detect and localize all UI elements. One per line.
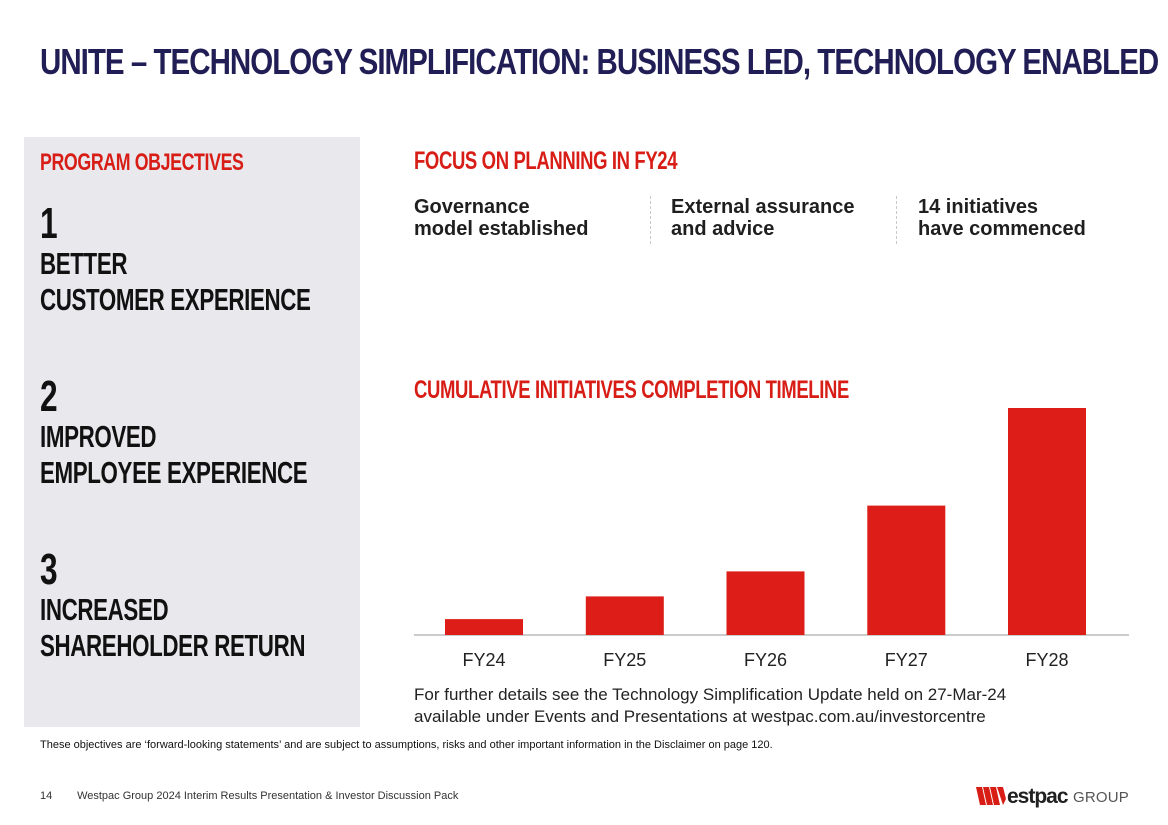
focus-divider-1 xyxy=(650,196,651,244)
chart-title: CUMULATIVE INITIATIVES COMPLETION TIMELI… xyxy=(414,376,849,404)
focus-item-assurance: External assurance and advice xyxy=(671,196,855,240)
footer-title: Westpac Group 2024 Interim Results Prese… xyxy=(77,790,459,802)
focus-items: Governance model established External as… xyxy=(414,196,1134,244)
x-tick-fy24: FY24 xyxy=(462,650,505,670)
details-line-1: For further details see the Technology S… xyxy=(414,685,1007,704)
focus-divider-2 xyxy=(896,196,897,244)
details-line-2: available under Events and Presentations… xyxy=(414,707,986,726)
footer: 14 Westpac Group 2024 Interim Results Pr… xyxy=(40,789,458,803)
x-tick-fy25: FY25 xyxy=(603,650,646,670)
focus-item-governance: Governance model established xyxy=(414,196,589,240)
program-objectives-heading: PROGRAM OBJECTIVES xyxy=(40,149,244,176)
bar-fy28 xyxy=(1008,408,1086,635)
bar-fy27 xyxy=(867,505,946,635)
page-number: 14 xyxy=(40,790,53,802)
westpac-w-icon xyxy=(976,787,1006,805)
x-tick-fy27: FY27 xyxy=(885,650,928,670)
bar-fy25 xyxy=(585,596,664,635)
objective-number-3: 3 xyxy=(40,545,58,594)
objective-line-3b: SHAREHOLDER RETURN xyxy=(40,628,306,663)
objective-line-3a: INCREASED xyxy=(40,592,169,627)
objective-line-2b: EMPLOYEE EXPERIENCE xyxy=(40,455,308,490)
bar-fy24 xyxy=(445,619,523,635)
bar-fy26 xyxy=(726,571,805,635)
objective-number-2: 2 xyxy=(40,372,58,421)
completion-timeline-chart: FY24 FY25 FY26 FY27 FY28 xyxy=(414,408,1129,670)
focus-heading: FOCUS ON PLANNING IN FY24 xyxy=(414,147,678,175)
westpac-group-logo: estpac GROUP xyxy=(976,784,1132,810)
objective-line-1a: BETTER xyxy=(40,246,128,281)
x-tick-fy26: FY26 xyxy=(744,650,787,670)
objective-line-2a: IMPROVED xyxy=(40,419,157,454)
x-tick-fy28: FY28 xyxy=(1025,650,1068,670)
logo-wordmark: estpac xyxy=(1007,785,1069,808)
focus-item-initiatives: 14 initiatives have commenced xyxy=(918,196,1086,240)
page-title: UNITE – TECHNOLOGY SIMPLIFICATION: BUSIN… xyxy=(40,41,1159,82)
objective-1: 1 BETTER CUSTOMER EXPERIENCE xyxy=(40,202,321,318)
objective-line-1b: CUSTOMER EXPERIENCE xyxy=(40,282,311,317)
further-details-note: For further details see the Technology S… xyxy=(414,684,1134,728)
objective-3: 3 INCREASED SHAREHOLDER RETURN xyxy=(40,548,321,664)
program-objectives-panel: PROGRAM OBJECTIVES 1 BETTER CUSTOMER EXP… xyxy=(24,137,360,727)
objective-number-1: 1 xyxy=(40,199,58,248)
logo-group-text: GROUP xyxy=(1073,789,1130,806)
objective-2: 2 IMPROVED EMPLOYEE EXPERIENCE xyxy=(40,375,321,491)
disclaimer-text: These objectives are ‘forward-looking st… xyxy=(40,739,773,751)
